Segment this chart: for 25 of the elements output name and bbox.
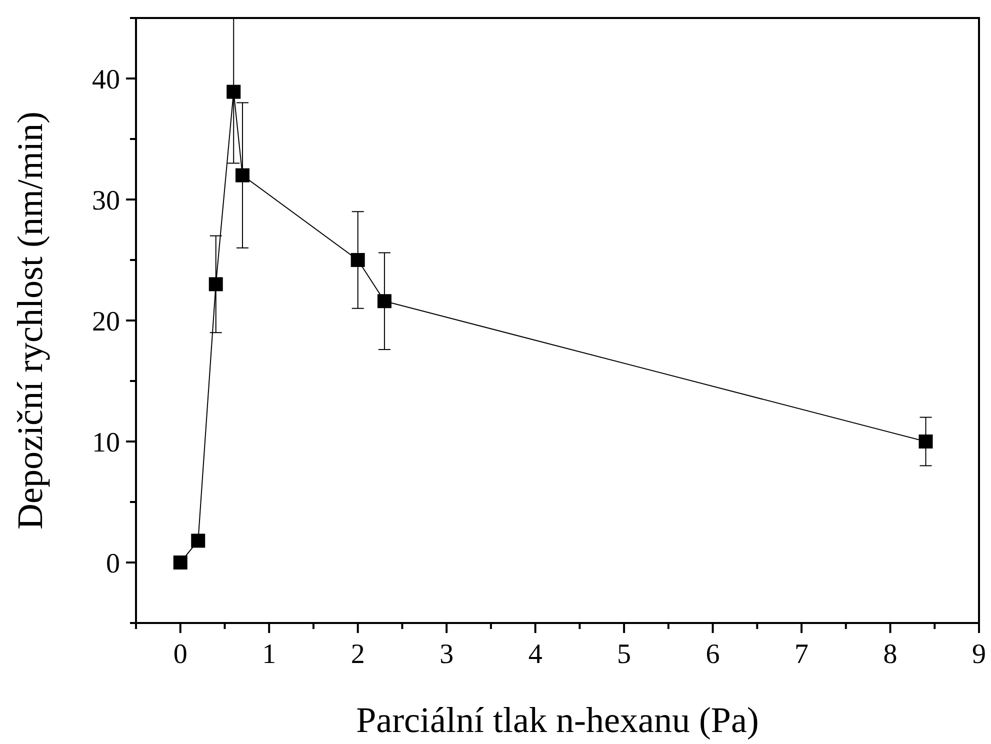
x-tick-label: 4 <box>528 639 542 670</box>
y-tick-label: 20 <box>92 306 120 338</box>
x-tick-label: 7 <box>794 639 809 670</box>
y-tick-label: 30 <box>92 185 120 216</box>
x-axis-title: Parciální tlak n-hexanu (Pa) <box>356 700 759 740</box>
x-tick-label: 8 <box>883 639 898 670</box>
point <box>226 84 241 99</box>
x-tick-label: 9 <box>972 639 986 670</box>
point <box>235 168 250 182</box>
x-tick-label: 6 <box>706 639 720 670</box>
y-tick-label: 10 <box>92 427 120 458</box>
point <box>918 434 933 448</box>
x-tick-label: 1 <box>262 639 276 670</box>
x-tick-label: 3 <box>440 639 454 670</box>
point <box>191 534 206 548</box>
x-tick-label: 2 <box>350 639 365 670</box>
x-tick-label: 0 <box>173 639 188 670</box>
point <box>350 253 365 267</box>
y-tick-label: 40 <box>92 64 120 96</box>
point <box>208 277 223 292</box>
point <box>377 294 392 308</box>
y-axis-title: Depoziční rychlost (nm/min) <box>10 112 50 530</box>
y-tick-label: 0 <box>106 548 120 580</box>
point <box>173 556 188 570</box>
x-tick-label: 5 <box>617 639 632 670</box>
